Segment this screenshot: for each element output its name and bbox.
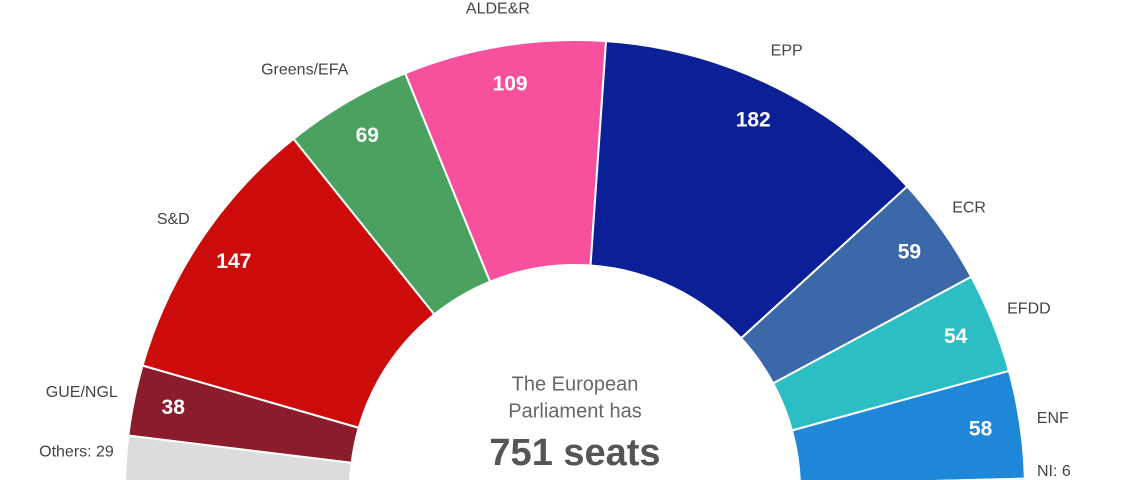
value-label: Others: 29	[39, 443, 114, 460]
category-label: EPP	[771, 43, 803, 60]
value-label: 38	[162, 396, 186, 419]
category-label: EFDD	[1007, 300, 1051, 317]
category-label: ENF	[1037, 410, 1069, 427]
segment	[589, 40, 909, 340]
value-label: 109	[493, 73, 528, 96]
category-label: ALDE&R	[466, 0, 530, 17]
category-label: S&D	[157, 211, 190, 228]
center-text: The European	[512, 373, 639, 395]
value-label: 58	[969, 418, 993, 441]
value-label: 59	[898, 240, 921, 263]
value-label: NI: 6	[1037, 463, 1071, 480]
center-text: Parliament has	[508, 400, 641, 422]
category-label: Greens/EFA	[261, 61, 348, 78]
category-label: GUE/NGL	[46, 384, 118, 401]
value-label: 147	[216, 250, 251, 273]
category-label: ECR	[952, 199, 986, 216]
value-label: 69	[356, 124, 379, 147]
value-label: 54	[944, 325, 968, 348]
total-label: 751 seats	[489, 432, 660, 474]
value-label: 182	[736, 108, 771, 131]
